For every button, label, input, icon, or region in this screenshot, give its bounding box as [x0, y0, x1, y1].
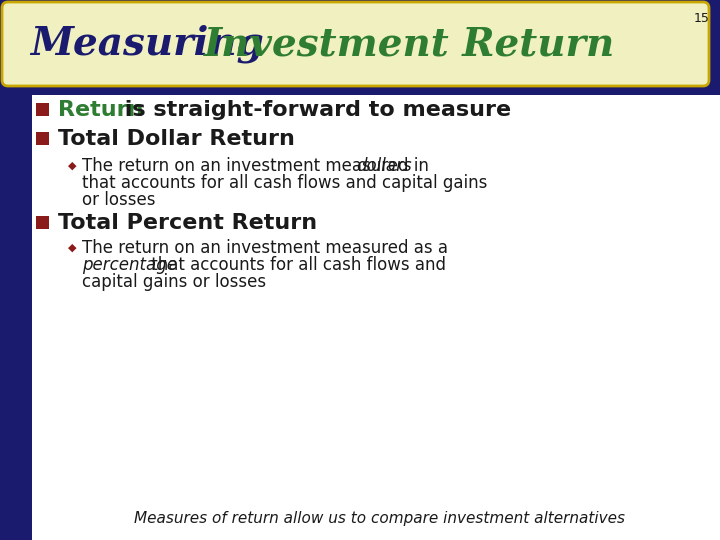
Text: percentage: percentage [82, 256, 177, 274]
Text: Return: Return [58, 100, 143, 120]
Text: is straight-forward to measure: is straight-forward to measure [117, 100, 511, 120]
Text: Total Percent Return: Total Percent Return [58, 213, 317, 233]
Bar [32, 95, 720, 540]
Bar [36, 216, 49, 229]
Text: that accounts for all cash flows and: that accounts for all cash flows and [146, 256, 446, 274]
Bar [36, 103, 49, 116]
Text: Measuring: Measuring [30, 25, 277, 63]
Text: Total Dollar Return: Total Dollar Return [58, 129, 295, 149]
Bar [36, 132, 49, 145]
Text: ◆: ◆ [68, 243, 76, 253]
Text: ◆: ◆ [68, 161, 76, 171]
Text: capital gains or losses: capital gains or losses [82, 273, 266, 291]
Text: Measures of return allow us to compare investment alternatives: Measures of return allow us to compare i… [135, 510, 626, 525]
Text: The return on an investment measured in: The return on an investment measured in [82, 157, 434, 175]
Text: dollars: dollars [356, 157, 412, 175]
Text: that accounts for all cash flows and capital gains: that accounts for all cash flows and cap… [82, 174, 487, 192]
Text: Investment Return: Investment Return [204, 25, 616, 63]
Text: or losses: or losses [82, 191, 156, 209]
FancyBboxPatch shape [2, 2, 709, 86]
Text: The return on an investment measured as a: The return on an investment measured as … [82, 239, 448, 257]
Text: 15: 15 [694, 12, 710, 25]
